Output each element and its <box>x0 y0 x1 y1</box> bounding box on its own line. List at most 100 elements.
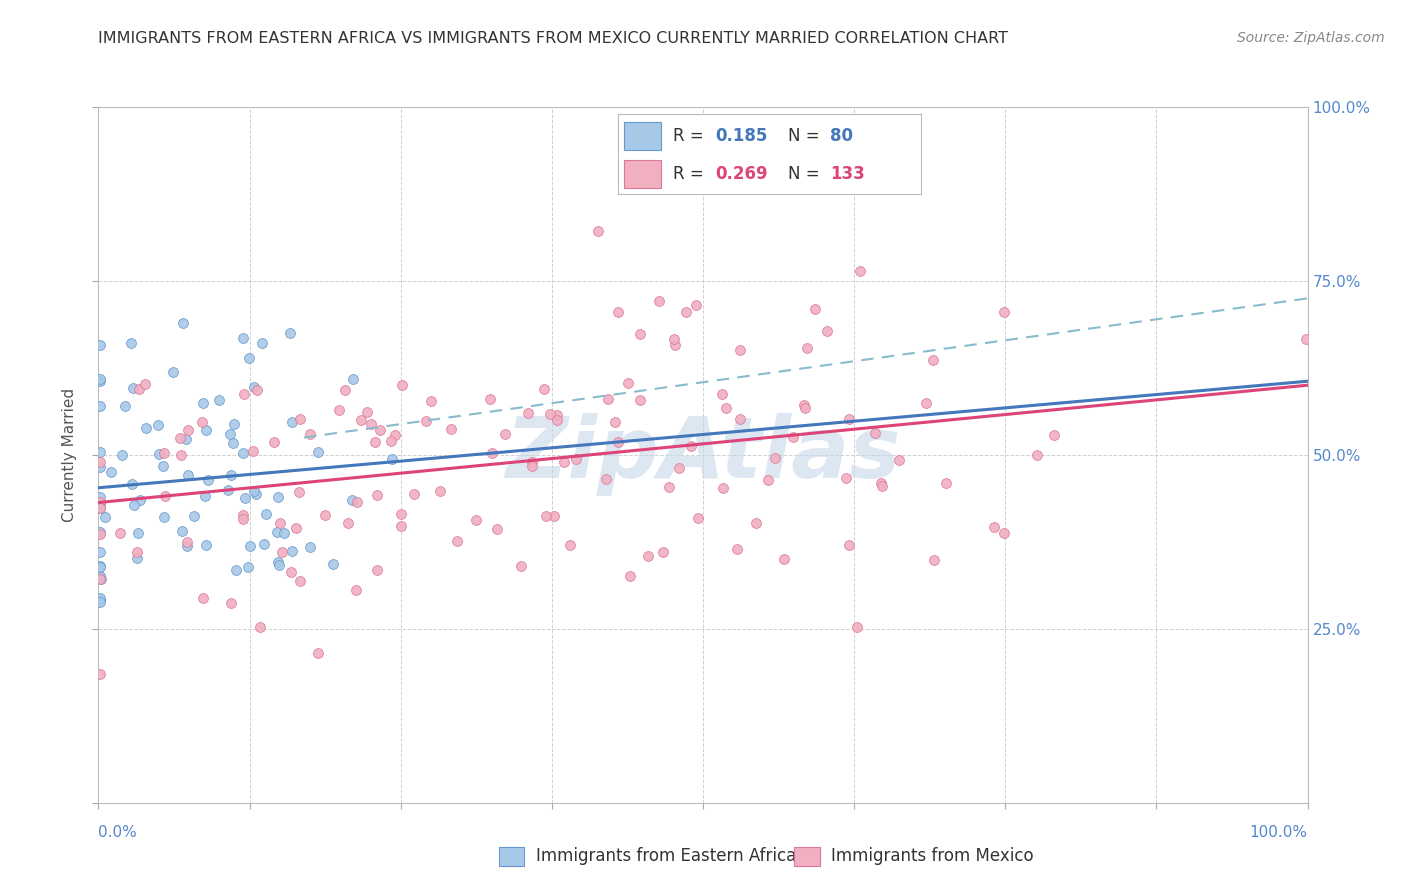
Point <box>266 524 288 539</box>
Point <box>756 473 779 487</box>
Point <box>267 490 290 504</box>
Point <box>368 423 391 437</box>
Point <box>89 593 111 607</box>
Point <box>127 526 149 541</box>
Point <box>314 508 336 522</box>
Point <box>404 487 426 501</box>
Point <box>146 417 169 432</box>
Point <box>1043 428 1066 442</box>
Point <box>153 509 176 524</box>
Point <box>838 538 860 552</box>
Point <box>94 510 117 524</box>
Point <box>217 483 239 498</box>
Point <box>1295 332 1317 346</box>
Point <box>322 558 344 572</box>
Point <box>745 516 768 530</box>
Point <box>344 582 367 597</box>
Point <box>356 405 378 419</box>
Point <box>89 338 111 352</box>
Point <box>269 516 291 531</box>
Point <box>546 408 568 422</box>
Point <box>89 490 111 504</box>
Point <box>90 572 112 586</box>
Point <box>235 491 257 505</box>
Point <box>89 666 111 681</box>
Point <box>983 520 1005 534</box>
Point <box>360 417 382 431</box>
Point <box>172 317 194 331</box>
Point <box>628 326 651 341</box>
Text: ZipAtlas: ZipAtlas <box>505 413 901 497</box>
Point <box>481 446 503 460</box>
Point <box>993 305 1015 319</box>
Point <box>607 434 630 449</box>
Point <box>152 458 174 473</box>
Point <box>232 512 254 526</box>
Point <box>243 484 266 499</box>
Point <box>652 545 675 559</box>
Point <box>129 493 152 508</box>
Point <box>793 398 815 412</box>
Point <box>176 535 198 549</box>
Point <box>730 412 752 426</box>
Point <box>89 525 111 540</box>
Point <box>89 501 111 516</box>
Point <box>238 351 260 366</box>
Point <box>288 574 311 589</box>
Point <box>288 484 311 499</box>
Point <box>89 445 111 459</box>
Point <box>254 507 277 521</box>
Point <box>763 451 786 466</box>
Text: Immigrants from Mexico: Immigrants from Mexico <box>831 847 1033 865</box>
Point <box>685 298 707 312</box>
Point <box>250 336 273 351</box>
Point <box>711 481 734 495</box>
Point <box>89 374 111 388</box>
Point <box>366 563 388 577</box>
Point <box>299 540 322 554</box>
Point <box>253 536 276 550</box>
Point <box>89 495 111 509</box>
Point <box>686 511 709 525</box>
Point <box>350 413 373 427</box>
Point <box>887 453 910 467</box>
Point <box>191 415 214 429</box>
Point <box>183 508 205 523</box>
Point <box>728 343 751 357</box>
Point <box>794 401 817 415</box>
Point <box>225 563 247 577</box>
Y-axis label: Currently Married: Currently Married <box>62 388 77 522</box>
Point <box>328 403 350 417</box>
Point <box>242 380 264 394</box>
Point <box>174 432 197 446</box>
Point <box>222 435 245 450</box>
Point <box>89 594 111 608</box>
Point <box>384 427 406 442</box>
Point <box>89 527 111 541</box>
Point <box>284 521 307 535</box>
Point <box>170 448 193 462</box>
Point <box>242 444 264 458</box>
Point <box>605 415 627 429</box>
Point <box>128 382 150 396</box>
Point <box>169 432 191 446</box>
Point <box>232 331 254 345</box>
Point <box>108 525 131 540</box>
Point <box>278 326 301 340</box>
Point <box>494 427 516 442</box>
Point <box>162 365 184 379</box>
Point <box>606 305 628 319</box>
Point <box>89 559 111 574</box>
Point <box>100 465 122 479</box>
Point <box>935 475 957 490</box>
Point <box>280 544 302 558</box>
Point <box>815 324 838 338</box>
Point <box>281 415 304 429</box>
Point <box>558 538 581 552</box>
Point <box>804 302 827 317</box>
Point <box>111 448 134 462</box>
Point <box>595 472 617 486</box>
Point <box>337 516 360 530</box>
Point <box>153 446 176 460</box>
Point <box>681 439 703 453</box>
